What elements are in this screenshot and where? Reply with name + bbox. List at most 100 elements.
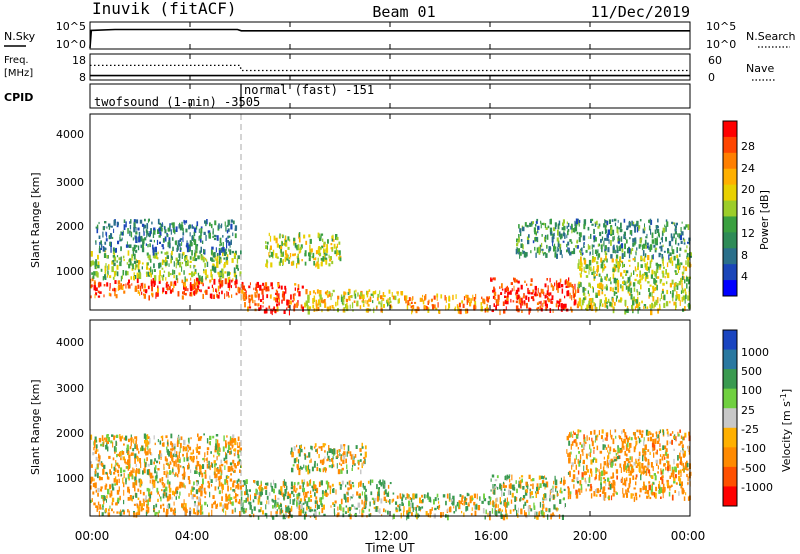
heatmap-cell: [453, 498, 455, 504]
heatmap-cell: [151, 475, 154, 479]
heatmap-cell: [218, 480, 221, 487]
heatmap-cell: [665, 226, 667, 232]
heatmap-cell: [685, 462, 688, 467]
heatmap-cell: [97, 282, 101, 288]
heatmap-cell: [161, 481, 163, 486]
heatmap-cell: [654, 301, 656, 307]
heatmap-cell: [535, 492, 537, 498]
heatmap-cell: [104, 265, 107, 271]
heatmap-cell: [202, 464, 205, 469]
heatmap-cell: [161, 267, 164, 270]
heatmap-cell: [347, 492, 349, 496]
heatmap-cell: [183, 219, 185, 224]
heatmap-cell: [609, 286, 612, 292]
heatmap-cell: [118, 486, 120, 492]
heatmap-cell: [389, 482, 392, 485]
heatmap-cell: [208, 232, 211, 238]
heatmap-cell: [154, 467, 156, 474]
heatmap-cell: [549, 231, 553, 235]
heatmap-cell: [168, 242, 171, 249]
heatmap-cell: [362, 303, 365, 307]
heatmap-cell: [467, 308, 469, 314]
heatmap-cell: [579, 274, 582, 278]
heatmap-cell: [592, 459, 594, 463]
heatmap-cell: [121, 237, 123, 241]
heatmap-cell: [169, 289, 172, 294]
heatmap-cell: [145, 511, 148, 517]
heatmap-cell: [161, 275, 163, 278]
heatmap-cell: [192, 256, 195, 261]
heatmap-cell: [317, 263, 320, 269]
heatmap-cell: [623, 461, 627, 465]
heatmap-cell: [656, 440, 660, 444]
heatmap-cell: [210, 451, 212, 454]
heatmap-cell: [583, 437, 585, 443]
heatmap-cell: [643, 440, 645, 446]
heatmap-cell: [158, 227, 161, 232]
heatmap-cell: [646, 495, 649, 499]
heatmap-cell: [216, 449, 219, 455]
heatmap-cell: [594, 249, 597, 254]
heatmap-cell: [181, 295, 184, 300]
heatmap-cell: [566, 435, 569, 441]
heatmap-cell: [90, 284, 93, 289]
heatmap-cell: [561, 514, 564, 520]
heatmap-cell: [368, 289, 371, 292]
heatmap-cell: [372, 300, 374, 304]
heatmap-cell: [128, 510, 130, 517]
heatmap-cell: [304, 261, 307, 266]
heatmap-cell: [137, 497, 140, 500]
heatmap-cell: [666, 440, 669, 446]
heatmap-cell: [583, 219, 587, 225]
heatmap-cell: [604, 294, 606, 297]
velocity-ytick-1000: 1000: [56, 472, 84, 485]
heatmap-cell: [249, 505, 252, 510]
heatmap-cell: [657, 308, 659, 314]
heatmap-cell: [312, 487, 315, 492]
heatmap-cell: [491, 474, 495, 478]
heatmap-cell: [151, 269, 153, 275]
heatmap-cell: [193, 265, 196, 268]
heatmap-cell: [628, 221, 631, 228]
heatmap-cell: [135, 263, 137, 270]
heatmap-cell: [277, 497, 280, 500]
heatmap-cell: [621, 248, 624, 253]
heatmap-cell: [283, 243, 285, 246]
heatmap-cell: [664, 224, 666, 228]
heatmap-cell: [193, 273, 195, 276]
heatmap-cell: [530, 278, 533, 283]
heatmap-cell: [519, 251, 522, 256]
heatmap-cell: [128, 454, 131, 459]
heatmap-cell: [333, 307, 335, 311]
heatmap-cell: [147, 233, 151, 237]
heatmap-cell: [349, 295, 352, 298]
heatmap-cell: [282, 259, 284, 265]
heatmap-cell: [237, 442, 239, 446]
heatmap-cell: [320, 298, 323, 303]
heatmap-cell: [494, 485, 497, 489]
heatmap-cell: [295, 458, 297, 464]
heatmap-cell: [382, 484, 386, 489]
heatmap-cell: [306, 304, 309, 311]
heatmap-cell: [632, 475, 635, 480]
heatmap-cell: [670, 233, 673, 238]
heatmap-cell: [263, 285, 266, 291]
heatmap-cell: [185, 278, 188, 282]
heatmap-cell: [590, 448, 592, 453]
heatmap-cell: [493, 286, 495, 291]
heatmap-cell: [338, 241, 341, 245]
heatmap-cell: [456, 504, 459, 506]
heatmap-cell: [320, 262, 323, 267]
heatmap-cell: [110, 293, 112, 297]
heatmap-cell: [609, 277, 611, 282]
heatmap-cell: [229, 250, 231, 255]
heatmap-cell: [571, 479, 574, 482]
heatmap-cell: [603, 258, 606, 262]
heatmap-cell: [279, 503, 282, 507]
heatmap-cell: [542, 501, 544, 504]
heatmap-cell: [197, 512, 200, 515]
heatmap-cell: [210, 271, 212, 277]
heatmap-cell: [576, 477, 579, 483]
heatmap-cell: [197, 255, 200, 260]
heatmap-cell: [623, 218, 626, 223]
